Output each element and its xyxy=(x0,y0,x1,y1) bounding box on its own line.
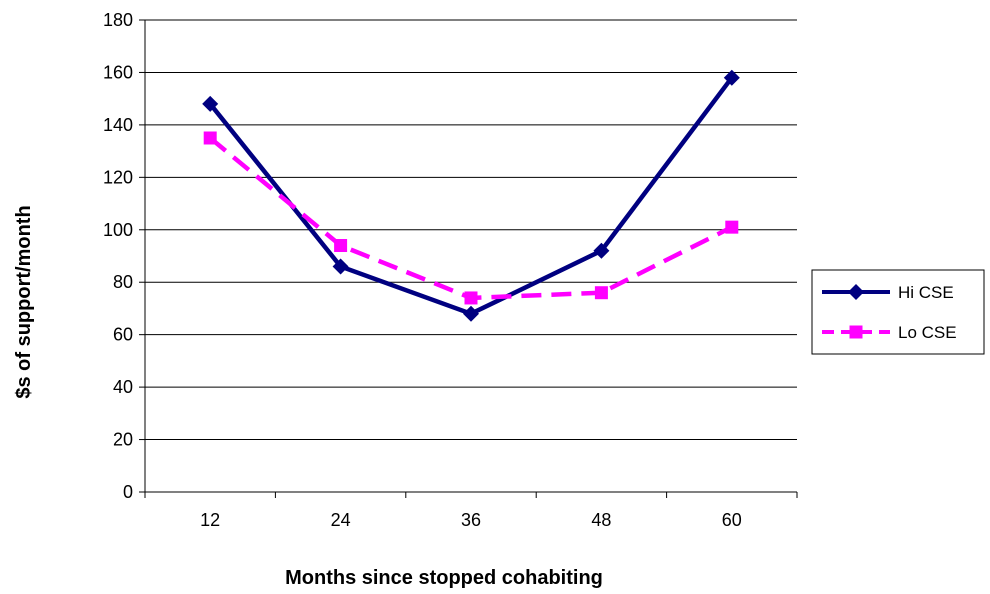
x-tick-label: 36 xyxy=(461,510,481,530)
y-tick-label: 40 xyxy=(113,377,133,397)
legend-swatch-marker xyxy=(849,325,863,339)
axes xyxy=(144,20,797,493)
legend: Hi CSE Lo CSE xyxy=(811,269,985,355)
legend-swatch-marker xyxy=(848,284,864,300)
data-point xyxy=(723,69,740,86)
y-tick-label: 60 xyxy=(113,325,133,345)
y-tick-label: 0 xyxy=(123,482,133,502)
y-tick-label: 180 xyxy=(103,10,133,30)
y-axis-ticks: 0 20 40 60 80 100 120 140 160 180 xyxy=(103,10,145,502)
data-point xyxy=(202,95,219,112)
x-tick-label: 48 xyxy=(591,510,611,530)
data-point xyxy=(332,258,349,275)
data-point xyxy=(593,242,610,259)
y-tick-label: 160 xyxy=(103,62,133,82)
legend-item: Hi CSE xyxy=(822,283,954,302)
legend-box xyxy=(811,269,985,355)
y-tick-label: 80 xyxy=(113,272,133,292)
y-tick-label: 140 xyxy=(103,115,133,135)
x-axis-ticks: 12 24 36 48 60 xyxy=(144,492,798,530)
data-series xyxy=(202,69,740,322)
x-axis-title: Months since stopped cohabiting xyxy=(285,567,603,589)
y-tick-label: 20 xyxy=(113,430,133,450)
y-axis-title: $s of support/month xyxy=(13,205,35,398)
data-point xyxy=(463,305,479,322)
y-tick-label: 100 xyxy=(103,220,133,240)
data-point xyxy=(203,131,217,145)
series-2 xyxy=(203,131,739,305)
legend-label: Lo CSE xyxy=(898,323,957,342)
gridlines xyxy=(145,19,797,441)
legend-item: Lo CSE xyxy=(822,323,957,342)
data-point xyxy=(725,220,739,234)
y-tick-label: 120 xyxy=(103,167,133,187)
x-tick-label: 24 xyxy=(331,510,351,530)
x-tick-label: 60 xyxy=(722,510,742,530)
data-point xyxy=(594,286,608,300)
series-line xyxy=(208,136,733,301)
x-tick-label: 12 xyxy=(200,510,220,530)
legend-label: Hi CSE xyxy=(898,283,954,302)
data-point xyxy=(334,239,348,253)
series-line xyxy=(208,76,734,317)
series-1 xyxy=(202,69,740,322)
data-point xyxy=(464,291,478,305)
